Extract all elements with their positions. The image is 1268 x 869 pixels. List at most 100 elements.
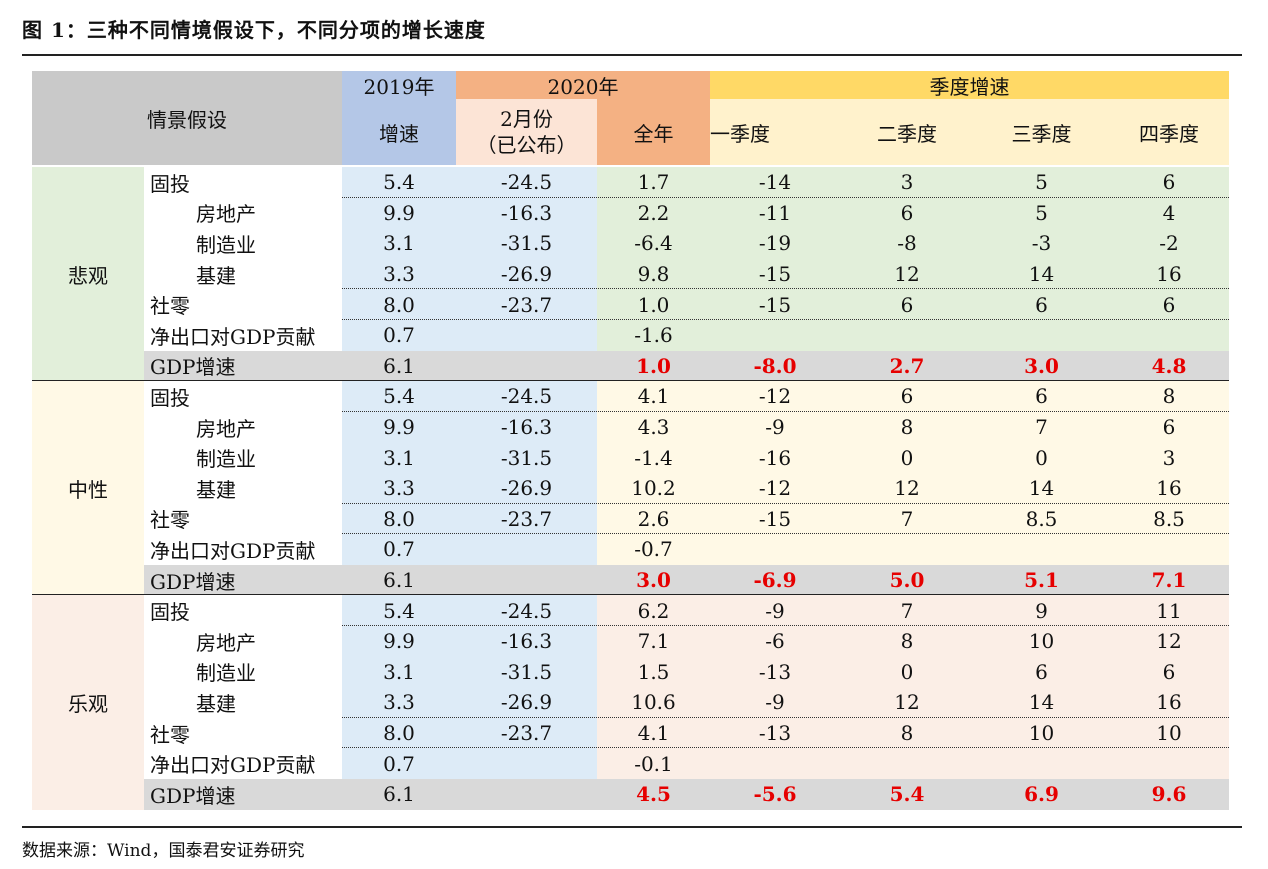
cell-q4: 6 [1109,411,1229,443]
cell-q1: -9 [710,595,840,626]
cell-q4: 3 [1109,442,1229,473]
cell-feb: -16.3 [456,197,597,229]
cell-q2: 6 [840,381,974,412]
cell-feb: -24.5 [456,167,597,198]
cell-full: 4.1 [597,381,710,412]
cell-q4: 11 [1109,595,1229,626]
cell-v2019: 3.1 [342,228,456,259]
cell-q1: -11 [710,197,840,229]
cell-v2019: 5.4 [342,595,456,626]
cell-q1: -14 [710,167,840,198]
row-label: 固投 [144,167,342,198]
cell-full: 2.6 [597,503,710,535]
cell-q1: -15 [710,258,840,290]
cell-q4: 6 [1109,656,1229,688]
cell-feb [456,534,597,565]
cell-q4: 6 [1109,167,1229,198]
cell-v2019: 9.9 [342,411,456,443]
cell-feb: -23.7 [456,717,597,749]
row-separator [342,196,1229,198]
cell-full: 6.2 [597,595,710,626]
cell-q2: 6 [840,289,974,320]
cell-q4: 8 [1109,381,1229,412]
row-label: 社零 [144,289,342,320]
scenario-name: 悲观 [32,167,144,382]
cell-full: 10.6 [597,687,710,718]
header-growth: 增速 [342,99,456,165]
cell-q4 [1109,320,1229,351]
cell-v2019: 3.1 [342,656,456,688]
gdp-cell-q2: 5.0 [840,564,974,596]
header-feb-line2: （已公布） [476,133,577,157]
cell-q1: -9 [710,687,840,718]
cell-full: 4.1 [597,717,710,749]
header-feb-line1: 2月份 [500,107,553,131]
row-label: 基建 [144,258,342,290]
header-q3: 三季度 [974,99,1109,165]
gdp-cell-q1: -5.6 [710,779,840,810]
cell-v2019: 0.7 [342,320,456,351]
cell-v2019: 8.0 [342,717,456,749]
gdp-cell-feb [456,564,597,596]
scenario-name: 中性 [32,381,144,596]
row-label: 房地产 [144,626,342,657]
cell-feb: -23.7 [456,289,597,320]
gdp-cell-feb [456,350,597,382]
row-label: 制造业 [144,442,342,473]
cell-v2019: 3.3 [342,258,456,290]
cell-feb: -24.5 [456,381,597,412]
cell-q2: 6 [840,197,974,229]
row-label: 净出口对GDP贡献 [144,748,342,779]
cell-q2: 8 [840,411,974,443]
row-label: 房地产 [144,411,342,443]
gdp-cell-full: 3.0 [597,564,710,596]
cell-full: -1.6 [597,320,710,351]
cell-q4 [1109,748,1229,779]
row-label: 制造业 [144,656,342,688]
scenario-separator [32,594,1229,596]
cell-v2019: 3.3 [342,687,456,718]
cell-q3: 14 [974,258,1109,290]
cell-q3: 5 [974,167,1109,198]
row-separator [342,410,1229,412]
row-separator [342,319,1229,320]
cell-v2019: 0.7 [342,748,456,779]
cell-feb: -24.5 [456,595,597,626]
top-rule [22,54,1242,56]
cell-full: -1.4 [597,442,710,473]
cell-q4 [1109,534,1229,565]
cell-q3: 14 [974,473,1109,504]
cell-q1: -12 [710,473,840,504]
cell-full: 4.3 [597,411,710,443]
row-label: 净出口对GDP贡献 [144,534,342,565]
row-separator [342,533,1229,535]
cell-feb: -26.9 [456,258,597,290]
cell-q2: 7 [840,503,974,535]
cell-q4: -2 [1109,228,1229,259]
gdp-cell-q3: 3.0 [974,350,1109,382]
cell-full: -6.4 [597,228,710,259]
row-label: 基建 [144,687,342,718]
cell-q1: -13 [710,717,840,749]
cell-q2: 0 [840,656,974,688]
header-full-year: 全年 [597,99,710,165]
cell-full: -0.7 [597,534,710,565]
cell-q2: 12 [840,258,974,290]
cell-q1: -15 [710,503,840,535]
cell-feb: -31.5 [456,442,597,473]
row-label: 房地产 [144,197,342,229]
cell-q4: 6 [1109,289,1229,320]
cell-q1: -12 [710,381,840,412]
cell-v2019: 3.1 [342,442,456,473]
cell-q3 [974,534,1109,565]
cell-feb [456,320,597,351]
cell-v2019: 8.0 [342,289,456,320]
gdp-cell-full: 4.5 [597,779,710,810]
cell-q3: 8.5 [974,503,1109,535]
row-label: 净出口对GDP贡献 [144,320,342,351]
cell-q3: 7 [974,411,1109,443]
row-separator [342,625,1229,626]
source-note: 数据来源：Wind，国泰君安证券研究 [22,841,305,861]
cell-full: 2.2 [597,197,710,229]
gdp-cell-q4: 7.1 [1109,564,1229,596]
